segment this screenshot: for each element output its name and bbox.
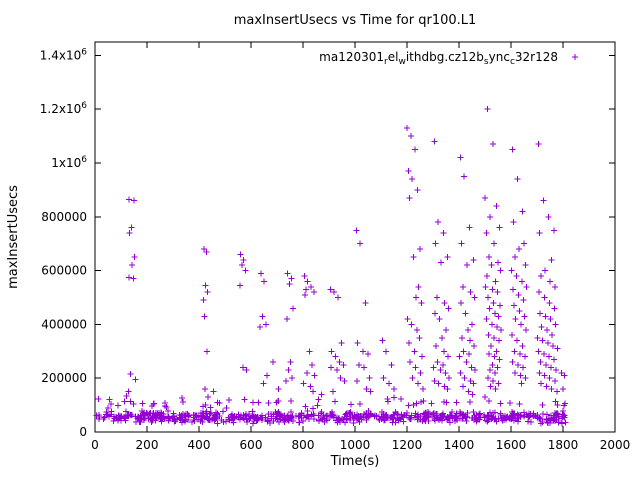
x-tick-label: 1400 <box>444 438 475 452</box>
x-tick-label: 400 <box>188 438 211 452</box>
x-tick-label: 1000 <box>340 438 371 452</box>
x-tick-label: 200 <box>136 438 159 452</box>
y-tick-label: 1x106 <box>51 155 87 170</box>
x-tick-label: 0 <box>91 438 99 452</box>
scatter-points-layer <box>93 106 569 427</box>
x-tick-label: 800 <box>292 438 315 452</box>
y-tick-label: 400000 <box>41 317 87 331</box>
y-tick-label: 0 <box>79 425 87 439</box>
x-tick-label: 1600 <box>496 438 527 452</box>
axis-ticks: 0 200 400 600 800 1000 1200 1400 1600 1800 2000 0 20… <box>40 42 630 452</box>
y-tick-label: 600000 <box>41 264 87 278</box>
x-axis-label: Time(s) <box>330 454 380 469</box>
legend-marker-icon <box>572 54 578 60</box>
legend-label: ma120301relwithdbg.cz12bsyncc32r128 <box>319 50 558 67</box>
y-tick-label: 1.2x106 <box>40 101 87 116</box>
x-tick-label: 1800 <box>548 438 579 452</box>
x-tick-label: 600 <box>240 438 263 452</box>
legend-marker-cross <box>572 54 578 60</box>
y-tick-label: 1.4x106 <box>40 47 87 62</box>
tick-marks <box>94 42 616 433</box>
chart-title: maxInsertUsecs vs Time for qr100.L1 <box>234 13 477 28</box>
x-tick-label: 2000 <box>600 438 631 452</box>
y-tick-label: 800000 <box>41 210 87 224</box>
y-tick-label: 200000 <box>41 371 87 385</box>
scatter-points <box>93 106 569 427</box>
legend: ma120301relwithdbg.cz12bsyncc32r128 <box>319 50 578 67</box>
x-tick-label: 1200 <box>392 438 423 452</box>
y-axis-label: maxInsertUsecs <box>6 185 21 289</box>
